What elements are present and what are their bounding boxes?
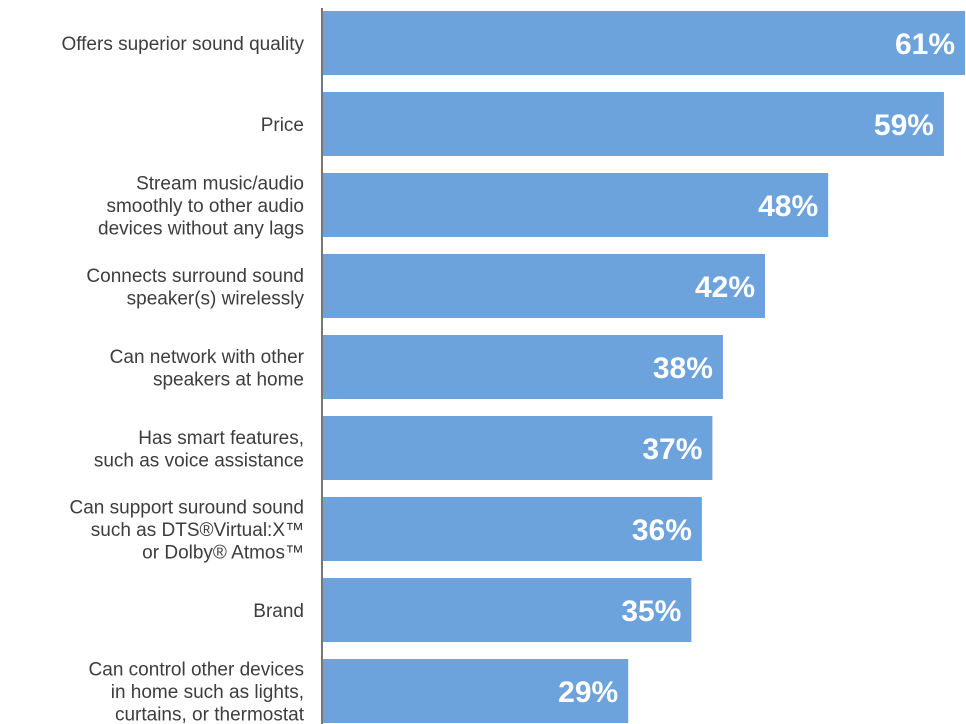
value-label: 38% xyxy=(653,352,713,385)
category-label: Brand xyxy=(253,601,304,622)
category-label: Connects surround sound xyxy=(86,266,304,287)
value-label: 42% xyxy=(695,271,755,304)
category-label: in home such as lights, xyxy=(111,682,304,703)
bar xyxy=(323,578,692,642)
bar xyxy=(323,659,629,723)
category-label: curtains, or thermostat xyxy=(115,705,305,724)
category-label: Can support suround sound xyxy=(70,498,305,519)
category-label: Stream music/audio xyxy=(136,174,304,195)
category-label: smoothly to other audio xyxy=(106,196,304,217)
category-label: or Dolby® Atmos™ xyxy=(142,543,304,564)
category-label: speaker(s) wirelessly xyxy=(127,288,305,309)
category-label: Can network with other xyxy=(110,347,305,368)
category-labels-layer: Offers superior sound quality Price Stream… xyxy=(61,34,304,724)
category-label: such as DTS®Virtual:X™ xyxy=(91,520,304,541)
value-label: 48% xyxy=(758,190,818,223)
value-label: 35% xyxy=(621,595,681,628)
category-label: Offers superior sound quality xyxy=(61,34,304,55)
value-label: 59% xyxy=(874,109,934,142)
bar xyxy=(323,497,702,561)
category-label: Can control other devices xyxy=(89,660,304,681)
value-label: 29% xyxy=(558,676,618,709)
bar xyxy=(323,92,944,156)
bars-layer xyxy=(323,11,965,723)
value-label: 37% xyxy=(642,433,702,466)
category-label: Price xyxy=(261,115,304,136)
category-label: speakers at home xyxy=(153,369,304,390)
bar xyxy=(323,11,965,75)
category-label: such as voice assistance xyxy=(94,450,304,471)
bar xyxy=(323,173,829,237)
category-label: Has smart features, xyxy=(138,428,304,449)
bar xyxy=(323,335,723,399)
bar xyxy=(323,254,766,318)
category-label: devices without any lags xyxy=(98,219,304,240)
value-label: 61% xyxy=(895,28,955,61)
value-label: 36% xyxy=(632,514,692,547)
bar xyxy=(323,416,713,480)
value-labels-layer: 61% 59% 48% 42% 38% 37% 36% 35% 29% xyxy=(558,28,955,709)
